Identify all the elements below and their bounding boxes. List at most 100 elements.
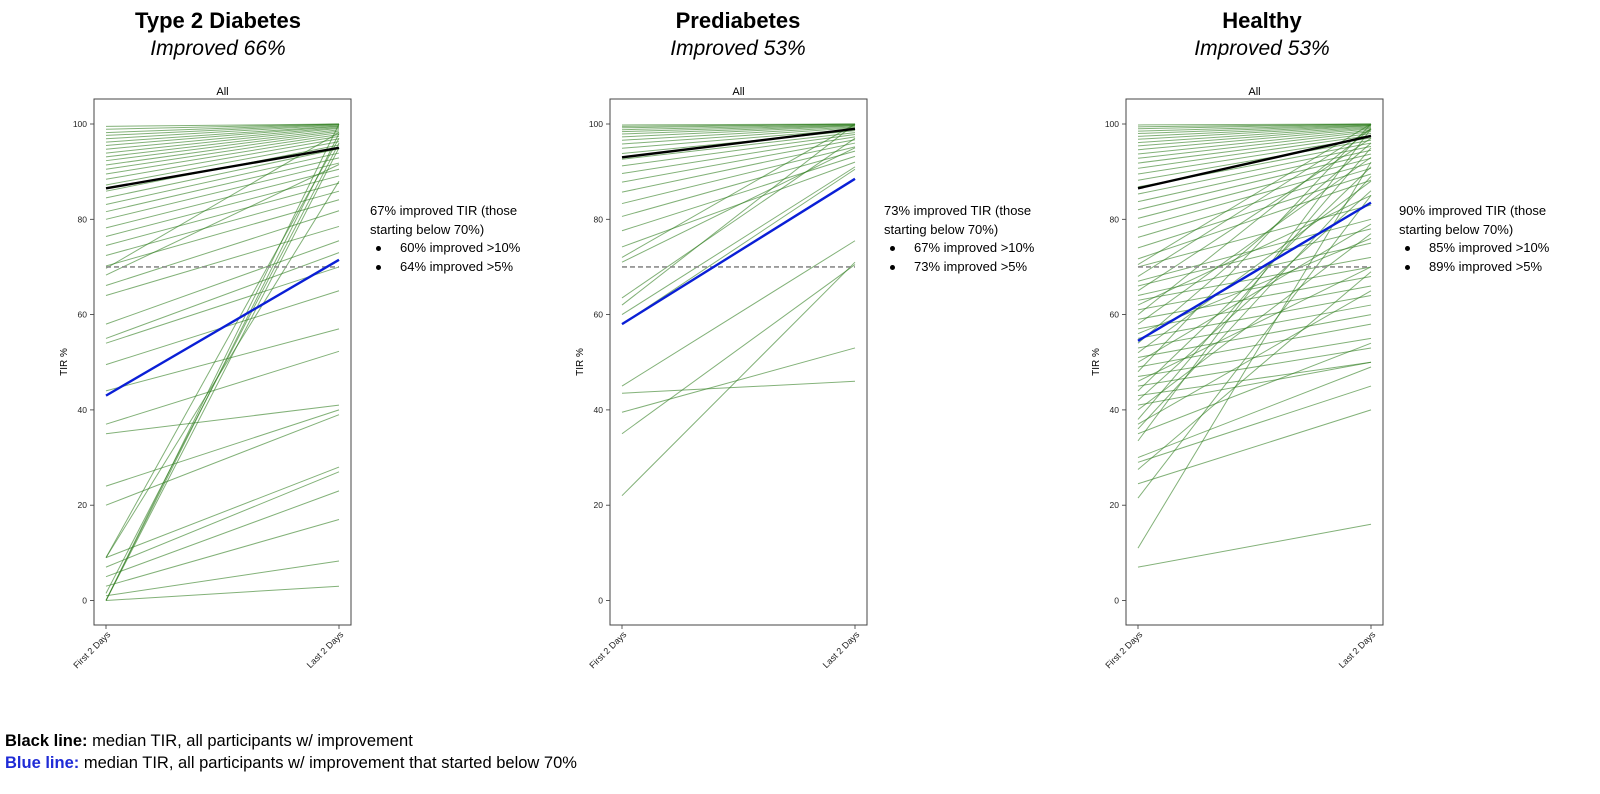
panel-1-participant-line [105,466,340,559]
panel-1-participant-line [105,133,340,170]
legend: Black line: median TIR, all participants… [5,730,577,774]
panel-2-participant-line [621,137,856,299]
panel-1-participant-line [105,123,340,130]
panel-3-participant-line [1137,233,1372,411]
panel-1-ytick-label: 20 [78,500,88,510]
panel-1-participant-line [105,123,340,601]
panel-3-subtitle: Improved 53% [1194,37,1330,60]
panel-3-participant-line [1137,134,1372,169]
note-1-text: 67% improved TIR (those starting below 7… [370,203,518,237]
panel-2-participant-line [621,126,856,141]
panel-2-participant-line [621,150,856,217]
panel-1-participant-line [105,124,340,140]
panel-2-participant-line [621,264,856,435]
panel-3-xtick-label: Last 2 Days [1337,629,1378,670]
panel-2-participant-line [621,261,856,497]
panel-1-participant-line [105,471,340,568]
panel-3-participant-line [1137,162,1372,228]
panel-1-participant-line [105,490,340,578]
legend-blue-label: Blue line: [5,754,80,772]
note-3-text: 90% improved TIR (those starting below 7… [1399,203,1547,237]
legend-black-text: median TIR, all participants w/ improvem… [87,732,413,750]
note-1-bullet-1: 60% improved >10% [370,239,560,258]
panel-3-participant-line [1137,128,1372,151]
panel-2-ytick-label: 0 [598,596,603,606]
panel-1-participant-line [105,519,340,587]
panel-2-ytick-label: 100 [589,119,603,129]
panel-3-ytick-label: 0 [1114,596,1119,606]
panel-2-participant-line [621,124,856,135]
legend-black: Black line: median TIR, all participants… [5,730,577,752]
panel-3-participant-line [1137,290,1372,425]
panel-2-participant-line [621,123,856,306]
panel-1-ytick-label: 40 [78,405,88,415]
panel-3-participant-line [1137,314,1372,358]
panel-1-participant-line [105,135,340,175]
panel-1-title: Type 2 Diabetes [135,8,301,33]
panel-1-participant-line [105,132,340,166]
panel-3-participant-line [1137,147,1372,420]
panel-1-subtitle: Improved 66% [150,37,286,60]
panel-2-median-below70-line [621,177,856,326]
panel-3-participant-line [1137,127,1372,147]
panel-3-xtick-label: First 2 Days [1103,629,1144,670]
note-1-bullet-2: 64% improved >5% [370,258,560,277]
panel-3-participant-line [1137,137,1372,292]
panel-2-ytick-label: 20 [594,500,604,510]
panel-3-participant-line [1137,342,1372,435]
panel-3-participant-line [1137,123,1372,373]
panel-3-participant-line [1137,223,1372,363]
panel-3-participant-line [1137,366,1372,459]
panel-3-ytick-label: 60 [1110,310,1120,320]
panel-3-title: Healthy [1222,8,1302,33]
panel-2-median-all-line [621,127,856,159]
panel-2-participant-line [621,133,856,167]
panel-3-frame [1125,98,1384,626]
legend-black-label: Black line: [5,732,88,750]
panel-3-participant-line [1137,204,1372,268]
panel-3-participant-line [1137,195,1372,306]
panel-1-participant-line [105,162,340,220]
panel-1-ytick-label: 60 [78,310,88,320]
panel-1-ytick-label: 0 [82,596,87,606]
note-panel-2: 73% improved TIR (those starting below 7… [884,202,1074,276]
panel-3-participant-line [1137,323,1372,368]
note-2-text: 73% improved TIR (those starting below 7… [884,203,1032,237]
panel-1-xtick-label: First 2 Days [71,629,112,670]
note-2-bullet-1: 67% improved >10% [884,239,1074,258]
panel-3-participant-line [1137,124,1372,135]
panel-2-participant-line [621,166,856,316]
panel-3-participant-line [1137,166,1372,392]
panel-1-ytick-label: 100 [73,119,87,129]
panel-2-participant-line [621,347,856,413]
panel-3-participant-line [1137,271,1372,470]
panel-2-participant-line [621,125,856,138]
panel-2-xtick-label: First 2 Days [587,629,628,670]
panel-1-participant-line [105,127,340,154]
panel-1-participant-line [105,414,340,506]
panel-1-median-below70-line [105,258,340,397]
panel-1-participant-line [105,123,340,134]
panel-1-participant-line [105,138,340,180]
panel-3-ytick-label: 20 [1110,500,1120,510]
panel-3-participant-line [1137,124,1372,137]
panel-2-participant-line [621,127,856,145]
panel-3-axes-title: All [1248,86,1260,98]
panel-3-median-below70-line [1137,201,1372,342]
panel-1-participant-line [105,142,340,594]
note-3-bullet-2: 89% improved >5% [1399,258,1589,277]
panel-title-1: Type 2 Diabetes Improved 66% [28,6,408,62]
panel-2-title: Prediabetes [675,8,801,33]
panel-1-participant-line [105,175,340,237]
panel-3-participant-line [1137,409,1372,485]
panel-3-participant-line [1137,125,1372,140]
panel-3-participant-line [1137,304,1372,349]
panel-3-participant-line [1137,128,1372,442]
panel-2-participant-line [621,136,856,175]
panel-3-participant-line [1137,149,1372,203]
panel-1-participant-line [105,266,340,344]
note-panel-3: 90% improved TIR (those starting below 7… [1399,202,1589,276]
panel-1-participant-line [105,328,340,392]
panel-3-participant-line [1137,145,1372,195]
panel-3-participant-line [1137,157,1372,219]
